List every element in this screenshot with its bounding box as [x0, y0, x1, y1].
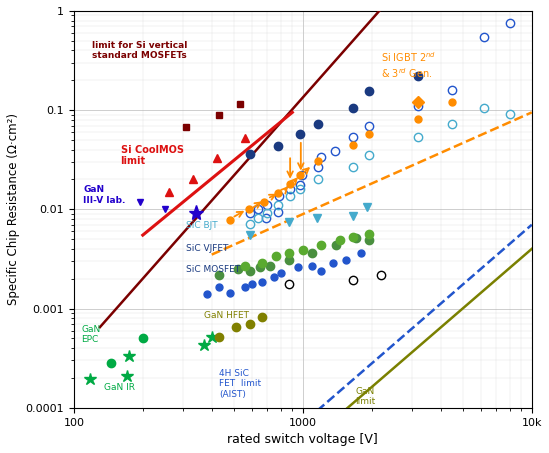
Text: limit for Si vertical
standard MOSFETs: limit for Si vertical standard MOSFETs: [92, 41, 187, 60]
Text: SiC BJT: SiC BJT: [186, 222, 218, 231]
Text: Si CoolMOS
limit: Si CoolMOS limit: [121, 145, 183, 166]
Y-axis label: Specific Chip Resistance (Ω·cm²): Specific Chip Resistance (Ω·cm²): [7, 113, 20, 305]
Text: GaN
EPC: GaN EPC: [81, 325, 101, 344]
Text: GaN
III-V lab.: GaN III-V lab.: [83, 185, 126, 205]
Text: GaN IR: GaN IR: [104, 383, 135, 392]
Text: 4H SiC
FET  limit
(AIST): 4H SiC FET limit (AIST): [219, 369, 261, 399]
Text: GaN HFET: GaN HFET: [204, 311, 249, 320]
Text: SiC MOSFET: SiC MOSFET: [186, 265, 240, 274]
Text: GaN
limit: GaN limit: [356, 387, 376, 406]
Text: SiC VJFET: SiC VJFET: [186, 244, 229, 253]
Text: Si IGBT 2$^{nd}$
& 3$^{rd}$ Gen.: Si IGBT 2$^{nd}$ & 3$^{rd}$ Gen.: [381, 50, 436, 80]
X-axis label: rated switch voltage [V]: rated switch voltage [V]: [227, 433, 378, 446]
